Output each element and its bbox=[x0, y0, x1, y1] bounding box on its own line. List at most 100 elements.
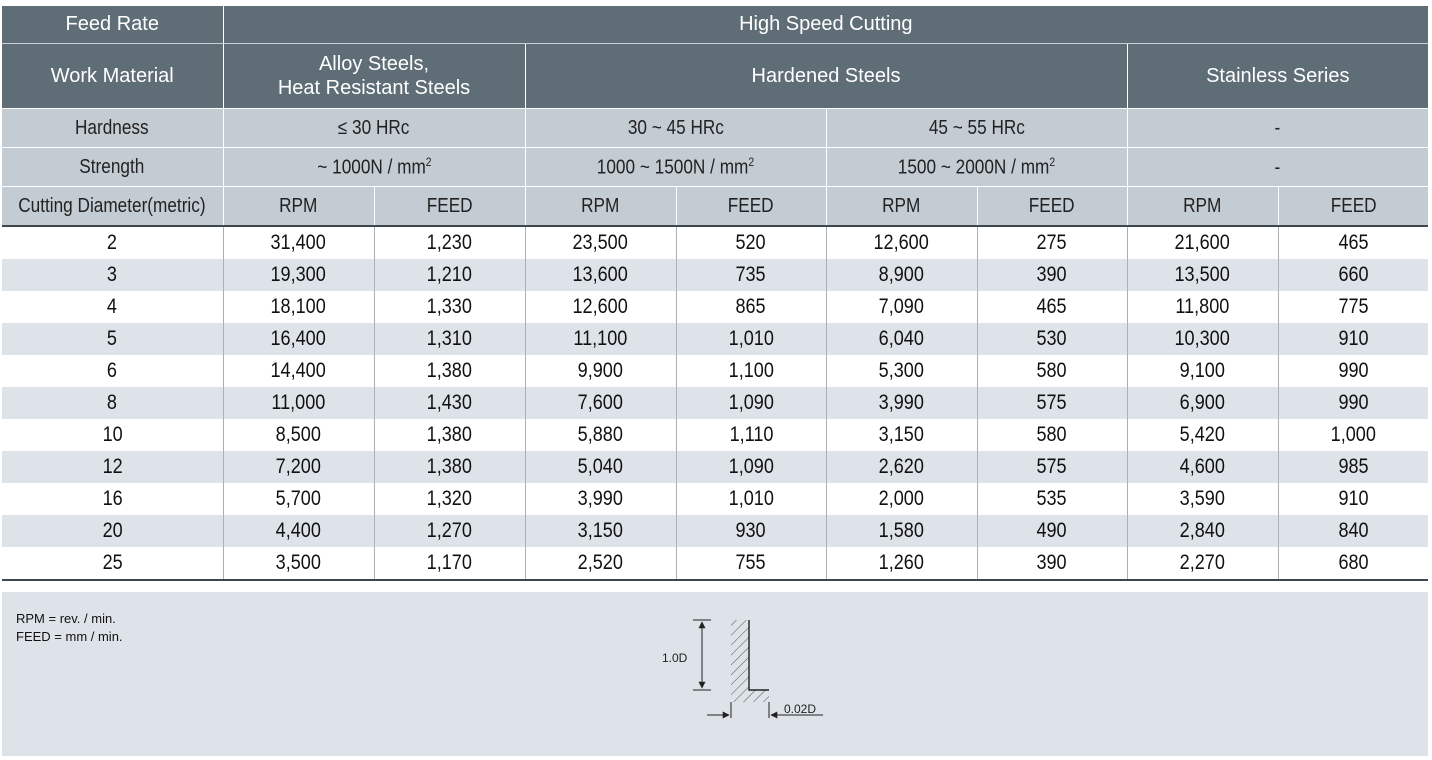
feed-column-header: FEED bbox=[1277, 186, 1429, 227]
header-row-columns: Cutting Diameter(metric) RPM FEED RPM FE… bbox=[2, 186, 1429, 227]
feed-cell: 465 bbox=[1277, 226, 1429, 259]
feed-cell: 535 bbox=[976, 483, 1127, 515]
feed-column-header: FEED bbox=[675, 186, 826, 227]
rpm-cell: 12,600 bbox=[825, 226, 977, 259]
table-row: 3 19,300 1,210 13,600 735 8,900 390 13,500 660 bbox=[2, 259, 1429, 291]
header-row-feed-rate: Feed Rate High Speed Cutting bbox=[2, 6, 1429, 44]
feed-cell: 910 bbox=[1277, 483, 1429, 515]
rpm-definition: RPM = rev. / min. bbox=[16, 611, 116, 626]
feed-cell: 1,270 bbox=[373, 515, 525, 547]
rpm-cell: 6,900 bbox=[1126, 387, 1278, 419]
cutting-depth-diagram: 1.0D 0.02D bbox=[662, 619, 823, 719]
cutting-diameter-cell: 25 bbox=[2, 547, 223, 581]
material-hardened-steels: Hardened Steels bbox=[524, 43, 1127, 109]
table-row: 10 8,500 1,380 5,880 1,110 3,150 580 5,420 1,000 bbox=[2, 419, 1429, 451]
unit-notes: RPM = rev. / min. FEED = mm / min. bbox=[16, 610, 123, 646]
rpm-cell: 3,150 bbox=[524, 515, 676, 547]
table-row: 6 14,400 1,380 9,900 1,100 5,300 580 9,100 990 bbox=[2, 355, 1429, 387]
rpm-cell: 2,840 bbox=[1126, 515, 1278, 547]
table-row: 8 11,000 1,430 7,600 1,090 3,990 575 6,900 990 bbox=[2, 387, 1429, 419]
rpm-cell: 12,600 bbox=[524, 291, 676, 323]
rpm-column-header: RPM bbox=[1126, 186, 1278, 227]
strength-value: 1500 ~ 2000N / mm2 bbox=[825, 147, 1127, 187]
rpm-cell: 8,500 bbox=[222, 419, 374, 451]
material-alloy-line1: Alloy Steels, bbox=[318, 53, 430, 75]
feed-cell: 1,170 bbox=[373, 547, 525, 581]
width-label: 0.02D bbox=[784, 702, 816, 716]
feed-cell: 985 bbox=[1277, 451, 1429, 483]
feed-cell: 990 bbox=[1277, 355, 1429, 387]
work-material-label: Work Material bbox=[2, 43, 223, 109]
feed-cell: 1,010 bbox=[675, 323, 826, 355]
cutting-diameter-label: Cutting Diameter(metric) bbox=[2, 186, 223, 227]
rpm-cell: 19,300 bbox=[222, 259, 374, 291]
feed-cell: 910 bbox=[1277, 323, 1429, 355]
table-row: 2 31,400 1,230 23,500 520 12,600 275 21,600 465 bbox=[2, 226, 1429, 259]
feed-column-header: FEED bbox=[976, 186, 1127, 227]
feed-cell: 990 bbox=[1277, 387, 1429, 419]
feed-cell: 390 bbox=[976, 547, 1127, 581]
rpm-column-header: RPM bbox=[222, 186, 374, 227]
rpm-cell: 9,100 bbox=[1126, 355, 1278, 387]
feed-cell: 1,090 bbox=[675, 387, 826, 419]
feed-cell: 1,000 bbox=[1277, 419, 1429, 451]
rpm-cell: 13,600 bbox=[524, 259, 676, 291]
feed-cell: 1,330 bbox=[373, 291, 525, 323]
feed-cell: 1,090 bbox=[675, 451, 826, 483]
rpm-cell: 11,000 bbox=[222, 387, 374, 419]
feed-cell: 490 bbox=[976, 515, 1127, 547]
feed-cell: 1,380 bbox=[373, 419, 525, 451]
feed-cell: 1,310 bbox=[373, 323, 525, 355]
feed-cell: 1,010 bbox=[675, 483, 826, 515]
table-row: 16 5,700 1,320 3,990 1,010 2,000 535 3,590 910 bbox=[2, 483, 1429, 515]
table-row: 25 3,500 1,170 2,520 755 1,260 390 2,270 680 bbox=[2, 547, 1429, 581]
feed-cell: 1,100 bbox=[675, 355, 826, 387]
feed-cell: 755 bbox=[675, 547, 826, 581]
feed-cell: 1,430 bbox=[373, 387, 525, 419]
rpm-cell: 3,990 bbox=[825, 387, 977, 419]
table-row: 20 4,400 1,270 3,150 930 1,580 490 2,840 840 bbox=[2, 515, 1429, 547]
rpm-cell: 10,300 bbox=[1126, 323, 1278, 355]
rpm-cell: 2,620 bbox=[825, 451, 977, 483]
feed-cell: 1,110 bbox=[675, 419, 826, 451]
strength-label: Strength bbox=[2, 147, 223, 187]
rpm-cell: 2,270 bbox=[1126, 547, 1278, 581]
cutting-diameter-cell: 3 bbox=[2, 259, 223, 291]
rpm-cell: 5,420 bbox=[1126, 419, 1278, 451]
cutting-diameter-cell: 6 bbox=[2, 355, 223, 387]
cutting-diameter-cell: 8 bbox=[2, 387, 223, 419]
rpm-cell: 4,600 bbox=[1126, 451, 1278, 483]
rpm-cell: 9,900 bbox=[524, 355, 676, 387]
rpm-cell: 7,200 bbox=[222, 451, 374, 483]
rpm-cell: 14,400 bbox=[222, 355, 374, 387]
hardness-value: 45 ~ 55 HRc bbox=[825, 108, 1127, 148]
feed-rate-label: Feed Rate bbox=[2, 6, 223, 44]
feed-cell: 520 bbox=[675, 226, 826, 259]
feed-definition: FEED = mm / min. bbox=[16, 629, 123, 644]
rpm-cell: 3,500 bbox=[222, 547, 374, 581]
feed-cell: 580 bbox=[976, 419, 1127, 451]
feed-cell: 530 bbox=[976, 323, 1127, 355]
rpm-cell: 2,000 bbox=[825, 483, 977, 515]
rpm-cell: 31,400 bbox=[222, 226, 374, 259]
rpm-cell: 8,900 bbox=[825, 259, 977, 291]
feed-cell: 1,230 bbox=[373, 226, 525, 259]
header-row-hardness: Hardness ≤ 30 HRc 30 ~ 45 HRc 45 ~ 55 HR… bbox=[2, 108, 1429, 148]
rpm-cell: 21,600 bbox=[1126, 226, 1278, 259]
hardness-label: Hardness bbox=[2, 108, 223, 148]
rpm-cell: 3,990 bbox=[524, 483, 676, 515]
rpm-column-header: RPM bbox=[825, 186, 977, 227]
hardness-value: ≤ 30 HRc bbox=[222, 108, 525, 148]
table-row: 5 16,400 1,310 11,100 1,010 6,040 530 10,300 910 bbox=[2, 323, 1429, 355]
cutting-diameter-cell: 16 bbox=[2, 483, 223, 515]
feed-cell: 390 bbox=[976, 259, 1127, 291]
rpm-cell: 2,520 bbox=[524, 547, 676, 581]
feed-cell: 575 bbox=[976, 451, 1127, 483]
hardness-value: - bbox=[1126, 108, 1429, 148]
cutting-diameter-cell: 10 bbox=[2, 419, 223, 451]
feed-cell: 660 bbox=[1277, 259, 1429, 291]
cutting-diameter-cell: 5 bbox=[2, 323, 223, 355]
rpm-cell: 23,500 bbox=[524, 226, 676, 259]
rpm-cell: 3,150 bbox=[825, 419, 977, 451]
rpm-cell: 5,040 bbox=[524, 451, 676, 483]
